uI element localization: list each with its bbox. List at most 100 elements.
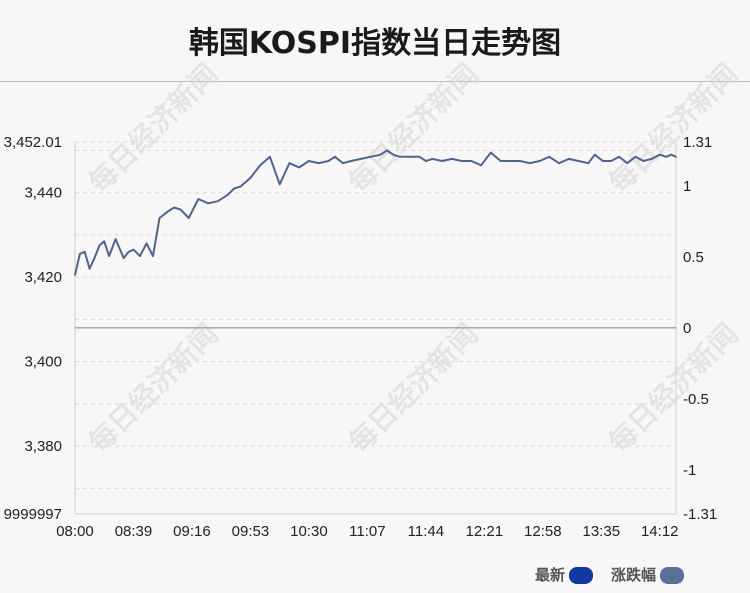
x-tick-5: 11:07 — [349, 523, 385, 540]
y-left-tick-5: 9999997 — [4, 506, 62, 523]
watermark-1: 每日经济新闻 — [342, 57, 484, 199]
legend-label-0: 最新 — [535, 566, 565, 584]
series-point-10 — [127, 251, 130, 253]
legend-label-1: 涨跌幅 — [611, 566, 656, 584]
series-point-6 — [103, 240, 106, 243]
x-tick-9: 13:35 — [583, 523, 621, 540]
legend-swatch-0 — [569, 567, 593, 584]
series-line — [74, 149, 677, 276]
series-point-19 — [187, 217, 190, 219]
series-point-48 — [441, 160, 443, 162]
series-point-8 — [114, 238, 117, 240]
series-point-65 — [602, 160, 604, 162]
series-point-35 — [334, 156, 336, 158]
series-point-41 — [386, 149, 388, 152]
series-point-33 — [317, 162, 320, 164]
watermark-5: 每日经济新闻 — [602, 317, 744, 459]
series-point-46 — [425, 160, 427, 162]
y-left-tick-0: 3,452.01 — [4, 134, 62, 151]
series-point-51 — [470, 160, 473, 162]
series-point-72 — [658, 153, 661, 156]
watermark-0: 每日经济新闻 — [82, 57, 224, 199]
x-tick-4: 10:30 — [290, 523, 328, 540]
series-point-47 — [431, 158, 434, 160]
y-right-tick-4: -0.5 — [683, 391, 709, 408]
series-point-45 — [418, 156, 421, 158]
x-tick-3: 09:53 — [232, 523, 270, 540]
y-left-tick-4: 3,380 — [24, 438, 62, 455]
series-point-28 — [269, 156, 271, 158]
y-left-tick-1: 3,440 — [24, 185, 62, 202]
series-point-0 — [74, 274, 76, 276]
series-point-3 — [88, 267, 91, 270]
series-point-21 — [207, 202, 209, 205]
y-left-tick-3: 3,400 — [24, 354, 62, 371]
series-point-14 — [152, 255, 154, 257]
series-point-17 — [173, 206, 175, 209]
series-point-7 — [108, 255, 110, 257]
series-point-68 — [626, 162, 629, 164]
series-point-24 — [233, 187, 235, 190]
series-point-69 — [634, 156, 637, 158]
series-point-63 — [587, 162, 590, 164]
series-point-22 — [217, 200, 219, 202]
series-point-5 — [98, 244, 101, 247]
series-point-49 — [451, 158, 453, 160]
series-point-36 — [342, 162, 344, 164]
series-point-74 — [670, 153, 672, 156]
x-tick-1: 08:39 — [115, 523, 153, 540]
series-point-59 — [548, 156, 551, 158]
series-point-43 — [399, 156, 401, 158]
x-tick-7: 12:21 — [466, 523, 504, 540]
watermark-2: 每日经济新闻 — [602, 57, 744, 199]
series-point-75 — [675, 156, 677, 158]
x-tick-0: 08:00 — [56, 523, 94, 540]
series-point-54 — [499, 160, 502, 162]
series-point-62 — [577, 160, 580, 162]
series-point-12 — [139, 255, 141, 257]
series-point-23 — [226, 194, 229, 196]
series-point-55 — [509, 160, 512, 162]
series-point-52 — [480, 164, 482, 167]
series-point-2 — [83, 251, 86, 253]
series-point-29 — [278, 183, 281, 186]
chart-title: 韩国KOSPI指数当日走势图 — [188, 26, 562, 61]
y-right-tick-0: 1.31 — [683, 134, 712, 151]
series-point-40 — [379, 153, 382, 156]
x-tick-2: 09:16 — [173, 523, 211, 540]
series-point-42 — [392, 153, 395, 156]
series-point-4 — [93, 257, 96, 259]
series-point-15 — [158, 217, 161, 219]
series-point-27 — [259, 164, 261, 167]
y-right-tick-1: 1 — [683, 178, 691, 195]
series-point-34 — [327, 160, 330, 162]
x-tick-10: 14:12 — [641, 523, 679, 540]
series-point-38 — [360, 158, 362, 160]
y-right-tick-3: 0 — [683, 320, 691, 337]
series-point-32 — [308, 160, 310, 162]
series-point-31 — [298, 166, 300, 169]
legend-swatch-1 — [660, 567, 684, 584]
y-right-tick-5: -1 — [683, 462, 696, 479]
series-point-11 — [132, 248, 135, 251]
series-point-53 — [490, 151, 492, 154]
series-point-39 — [369, 156, 372, 158]
watermark-3: 每日经济新闻 — [82, 317, 224, 459]
series-point-70 — [642, 160, 645, 162]
series-point-67 — [618, 156, 620, 158]
series-point-9 — [122, 257, 125, 259]
series-point-50 — [460, 160, 463, 162]
series-point-25 — [239, 185, 242, 188]
series-point-30 — [288, 162, 291, 164]
series-point-61 — [567, 158, 570, 160]
y-right-tick-6: -1.31 — [683, 506, 717, 523]
y-left-tick-2: 3,420 — [24, 269, 62, 286]
series-point-37 — [350, 160, 352, 162]
series-point-18 — [179, 208, 182, 211]
series-point-44 — [408, 156, 411, 158]
series-point-16 — [166, 210, 169, 213]
series-point-57 — [529, 162, 531, 164]
series-point-26 — [249, 177, 252, 179]
